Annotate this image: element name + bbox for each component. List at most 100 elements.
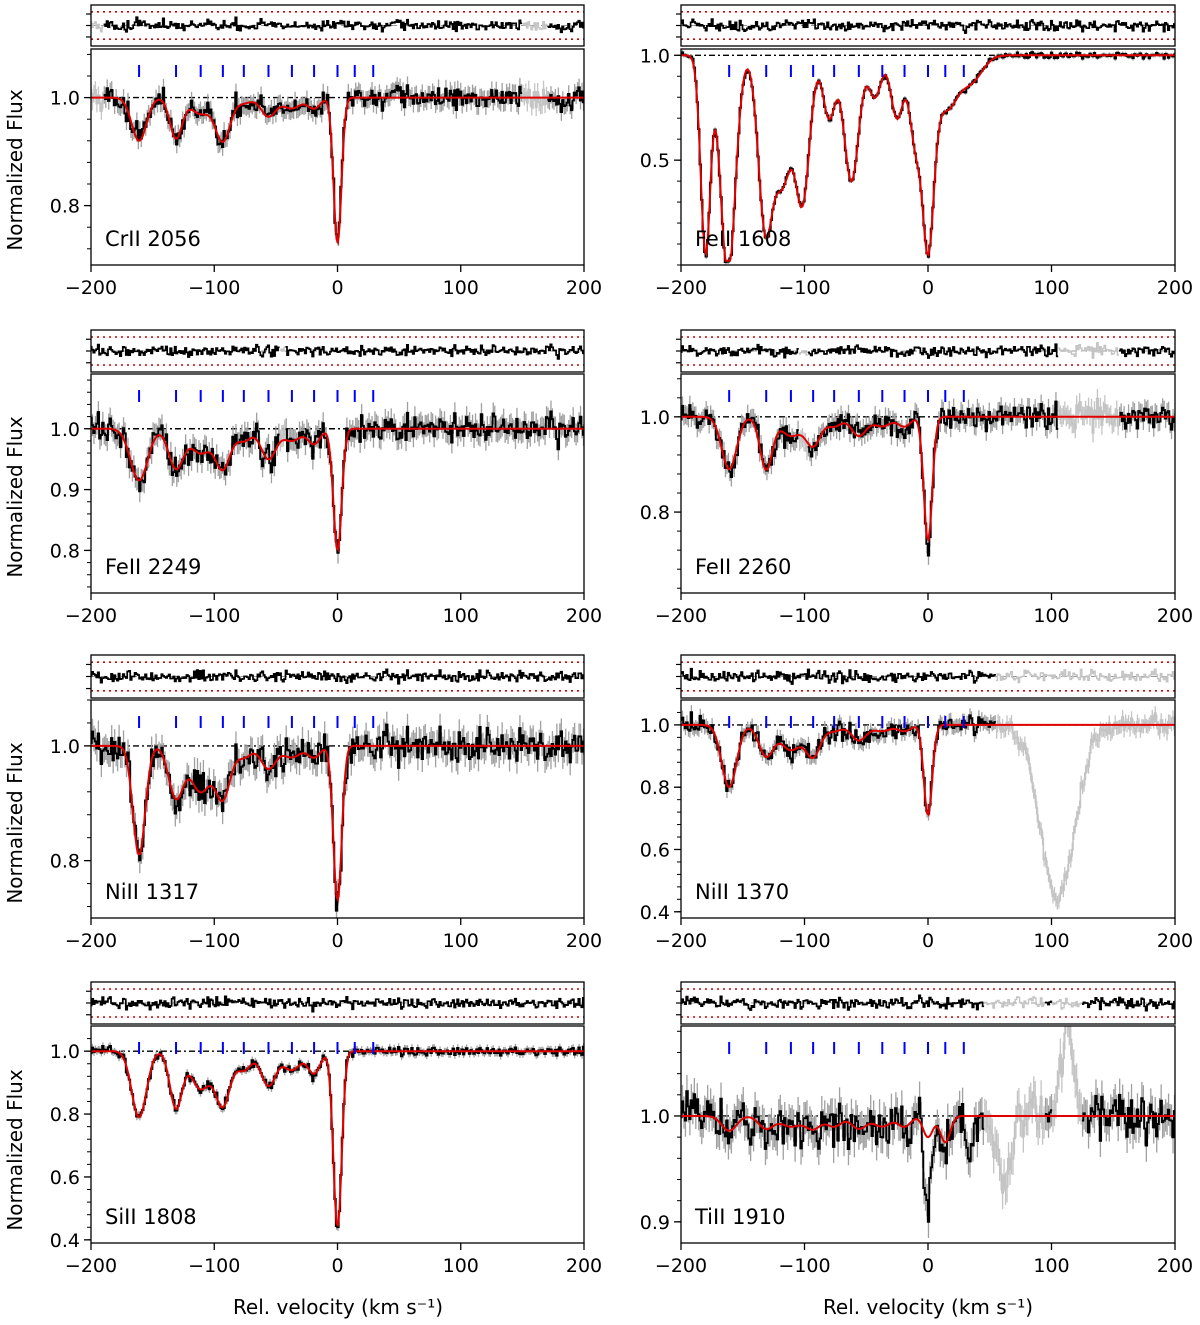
x-tick-label: 200: [1157, 1255, 1193, 1277]
x-tick-label: 200: [1157, 930, 1193, 952]
main-plot-area: [91, 711, 584, 918]
x-tick-label: 200: [1157, 605, 1193, 627]
residual-line: [103, 16, 584, 34]
y-tick-label: 0.9: [640, 1212, 670, 1234]
x-axis-label: Rel. velocity (km s⁻¹): [823, 1295, 1033, 1319]
masked-flux-line: [995, 712, 1175, 904]
y-tick-label: 0.4: [640, 902, 670, 924]
x-tick-label: −200: [65, 605, 117, 627]
line-label: FeII 2249: [105, 555, 201, 579]
x-tick-label: −100: [188, 930, 240, 952]
y-tick-label: 0.9: [50, 480, 80, 502]
x-tick-label: 100: [1033, 930, 1069, 952]
flux-line: [91, 1045, 584, 1229]
y-tick-label: 1.0: [640, 407, 670, 429]
main-plot-area: [91, 400, 584, 564]
main-plot-area: [681, 388, 1175, 565]
residual-line: [681, 343, 1175, 359]
y-tick-label: 1.0: [50, 419, 80, 441]
residual-plot-area: [91, 11, 584, 40]
x-tick-label: −200: [65, 1255, 117, 1277]
model-line: [681, 723, 1175, 817]
y-tick-label: 0.6: [640, 839, 670, 861]
line-label: FeII 2260: [695, 555, 791, 579]
residual-line: [681, 994, 1175, 1012]
x-tick-label: 200: [566, 930, 602, 952]
x-tick-label: 100: [443, 605, 479, 627]
x-tick-label: −200: [655, 277, 707, 299]
x-tick-label: 200: [566, 1255, 602, 1277]
x-tick-label: 100: [1033, 277, 1069, 299]
line-label: NiII 1370: [695, 880, 789, 904]
y-tick-label: 1.0: [640, 1106, 670, 1128]
y-tick-label: 1.0: [50, 736, 80, 758]
panel-tiii-1910: −200 −100 0 100 200 0.9 1.0 TiII 1910: [640, 981, 1193, 1277]
x-tick-label: 0: [922, 1255, 934, 1277]
y-tick-label: 0.6: [50, 1167, 80, 1189]
residual-line: [681, 667, 996, 685]
panel-feii-1608: −200 −100 0 100 200 0.5 1.0 FeII 1608: [640, 4, 1193, 299]
x-tick-label: −100: [188, 277, 240, 299]
x-tick-label: −200: [655, 930, 707, 952]
main-plot-area: [681, 1026, 1175, 1238]
model-line: [91, 1050, 584, 1227]
masked-flux-line: [984, 1026, 1082, 1194]
residual-plot-area: [681, 661, 1175, 692]
residual-line: [681, 18, 1175, 34]
x-tick-label: 100: [1033, 605, 1069, 627]
residual-line: [91, 343, 584, 360]
panel-niii-1370: −200 −100 0 100 200 0.4 0.6 0.8 1.0 NiII 1370: [640, 654, 1193, 952]
masked-flux-line: [279, 429, 286, 442]
residual-line: [91, 995, 584, 1013]
y-tick-label: 0.8: [50, 540, 80, 562]
line-label: FeII 1608: [695, 227, 791, 251]
y-tick-label: 0.4: [50, 1230, 80, 1252]
residual-masked-line: [984, 996, 1082, 1010]
x-tick-label: 100: [443, 277, 479, 299]
flux-line: [681, 1090, 1175, 1223]
line-label: SiII 1808: [105, 1205, 197, 1229]
y-axis-label: Normalized Flux: [3, 89, 27, 251]
x-tick-label: 200: [1157, 277, 1193, 299]
panel-feii-2249: −200 −100 0 100 200 0.8 0.9 1.0 FeII 2249: [50, 329, 602, 627]
x-tick-label: −100: [778, 930, 830, 952]
model-line: [681, 1115, 1175, 1144]
x-tick-label: −200: [65, 277, 117, 299]
x-tick-label: −200: [655, 605, 707, 627]
x-tick-label: −100: [188, 605, 240, 627]
model-line: [91, 427, 584, 553]
residual-line: [91, 668, 584, 685]
line-label: CrII 2056: [105, 227, 201, 251]
x-tick-label: −200: [65, 930, 117, 952]
y-axis-label: Normalized Flux: [3, 416, 27, 578]
y-tick-label: 1.0: [50, 88, 80, 110]
y-tick-label: 1.0: [640, 45, 670, 67]
x-tick-label: 0: [331, 277, 343, 299]
x-tick-label: 200: [566, 277, 602, 299]
main-plot-area: [91, 76, 584, 247]
y-tick-label: 0.8: [640, 777, 670, 799]
panels-group: −200 −100 0 100 200 0.8 1.0 CrII 2056 −200 −100 0 1…: [50, 4, 1193, 1277]
residual-masked-line: [995, 668, 1175, 684]
x-tick-label: 100: [1033, 1255, 1069, 1277]
model-line: [681, 54, 1175, 262]
x-tick-label: 100: [443, 930, 479, 952]
model-line: [681, 415, 1175, 543]
y-tick-label: 0.8: [50, 196, 80, 218]
x-tick-label: 0: [922, 277, 934, 299]
y-tick-label: 0.8: [640, 502, 670, 524]
residual-masked-line: [91, 21, 548, 33]
model-line: [91, 96, 584, 247]
y-tick-label: 1.0: [50, 1041, 80, 1063]
x-tick-label: −200: [655, 1255, 707, 1277]
x-tick-label: −100: [778, 605, 830, 627]
x-tick-label: −100: [188, 1255, 240, 1277]
x-tick-label: 0: [331, 605, 343, 627]
residual-plot-area: [91, 988, 584, 1018]
residual-masked-line: [279, 346, 286, 352]
panel-siii-1808: −200 −100 0 100 200 0.4 0.6 0.8 1.0 SiII 1808: [50, 981, 602, 1277]
panel-niii-1317: −200 −100 0 100 200 0.8 1.0 NiII 1317: [50, 654, 602, 952]
residual-plot-area: [681, 336, 1175, 366]
panel-crii-2056: −200 −100 0 100 200 0.8 1.0 CrII 2056: [50, 4, 602, 299]
